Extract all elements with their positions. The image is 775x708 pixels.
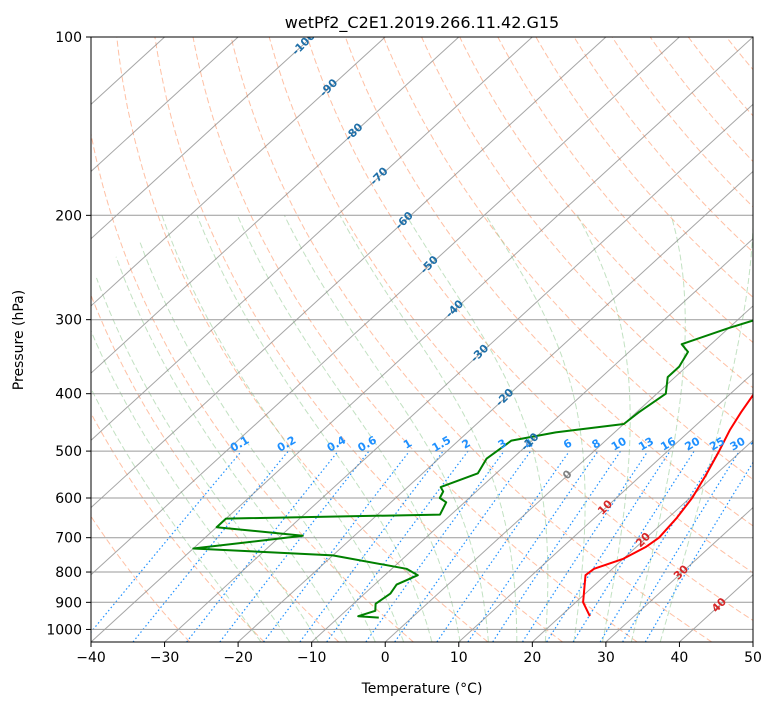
dry-adiabat-line — [344, 37, 753, 527]
dry-adiabat-line — [154, 37, 563, 642]
isotherm-line — [91, 37, 753, 642]
plot-frame — [90, 36, 754, 643]
dry-adiabat-line — [306, 37, 753, 574]
x-tick-label: 10 — [450, 650, 468, 666]
dry-adiabat-line — [91, 515, 191, 642]
moist-adiabat-line — [161, 215, 405, 642]
background-lines — [91, 37, 775, 642]
y-tick-label: 400 — [55, 387, 82, 403]
mixing-ratio-line — [546, 450, 671, 642]
mixing-ratio-line — [132, 450, 289, 642]
dry-adiabat-line — [230, 37, 713, 642]
y-axis-title: Pressure (hPa) — [11, 290, 27, 390]
moist-adiabat-line — [630, 215, 686, 642]
y-tick-label: 900 — [55, 595, 82, 611]
axes: −40 −30 −20 −10 0 10 20 30 40 50 100 200 300 400 500 60… — [46, 30, 762, 666]
mixing-ratio-line — [219, 450, 370, 642]
isotherm-line — [91, 37, 239, 173]
mixing-ratio-line — [263, 450, 410, 642]
mixing-ratio-label: 36 — [748, 434, 768, 453]
isotherm-line — [605, 506, 753, 642]
temperature-profile — [582, 393, 753, 617]
isotherm-line — [384, 305, 753, 642]
mixing-ratio-line — [186, 450, 339, 642]
x-axis-title: Temperature (°C) — [361, 681, 483, 697]
dry-adiabat-line — [573, 37, 753, 253]
isotherm-line — [91, 37, 533, 441]
mixing-ratio-line — [644, 461, 753, 642]
y-tick-label: 200 — [55, 208, 82, 224]
mixing-ratio-line — [394, 450, 532, 642]
isotherm-line — [164, 103, 753, 642]
x-tick-label: −10 — [297, 650, 327, 666]
mixing-ratio-line — [91, 450, 242, 634]
y-tick-label: 1000 — [46, 622, 82, 638]
isotherm-line — [91, 37, 313, 240]
dry-adiabat-line — [91, 293, 340, 642]
moist-adiabat-line — [91, 387, 262, 642]
mixing-ratio-line — [467, 450, 599, 642]
dry-adiabat-line — [116, 37, 489, 642]
isotherm-line — [237, 170, 753, 642]
moist-adiabat-line — [405, 215, 549, 642]
x-tick-label: 0 — [381, 650, 390, 666]
dry-adiabat-line — [91, 131, 414, 642]
isotherm-line — [91, 37, 607, 509]
dry-adiabat-line — [649, 37, 753, 163]
y-tick-label: 800 — [55, 565, 82, 581]
mixing-ratio-line — [436, 450, 570, 642]
x-tick-label: 30 — [597, 650, 615, 666]
moist-adiabat-line — [576, 215, 631, 642]
x-tick-label: 20 — [523, 650, 541, 666]
chart-title: wetPf2_C2E1.2019.266.11.42.G15 — [285, 13, 559, 33]
mixing-ratio-line — [599, 450, 720, 642]
isotherm-line — [91, 37, 386, 307]
dry-adiabat-line — [268, 37, 753, 622]
isotherm-line — [458, 372, 753, 642]
series-layer — [192, 319, 753, 619]
isotherm-line — [752, 641, 753, 642]
dry-adiabat-line — [497, 37, 753, 344]
dry-adiabat-line — [765, 37, 775, 642]
dry-adiabat-line — [192, 37, 638, 642]
dewpoint-profile — [192, 319, 753, 619]
isotherm-line — [91, 37, 460, 374]
moist-adiabat-line — [659, 215, 753, 642]
y-tick-label: 500 — [55, 444, 82, 460]
x-tick-label: −30 — [150, 650, 180, 666]
isotherm-line — [311, 238, 753, 642]
x-tick-label: −40 — [76, 650, 106, 666]
dry-adiabat-line — [383, 37, 753, 481]
mixing-ratio-line — [572, 450, 695, 642]
x-tick-label: 40 — [671, 650, 689, 666]
mixing-ratio-line — [365, 450, 505, 642]
x-tick-label: −20 — [223, 650, 253, 666]
moist-adiabat-line — [138, 239, 376, 642]
isotherm-line — [531, 439, 753, 642]
dry-adiabat-line — [611, 37, 753, 208]
isotherm-line — [91, 37, 680, 576]
moist-adiabat-line — [485, 215, 586, 642]
y-tick-label: 100 — [55, 30, 82, 46]
y-tick-label: 600 — [55, 491, 82, 507]
y-tick-label: 700 — [55, 531, 82, 547]
y-tick-label: 300 — [55, 313, 82, 329]
x-tick-label: 50 — [744, 650, 762, 666]
moist-adiabat-line — [236, 215, 461, 642]
moist-adiabat-line — [96, 277, 319, 642]
moist-adiabat-line — [339, 215, 518, 642]
dry-adiabat-line — [535, 37, 753, 298]
